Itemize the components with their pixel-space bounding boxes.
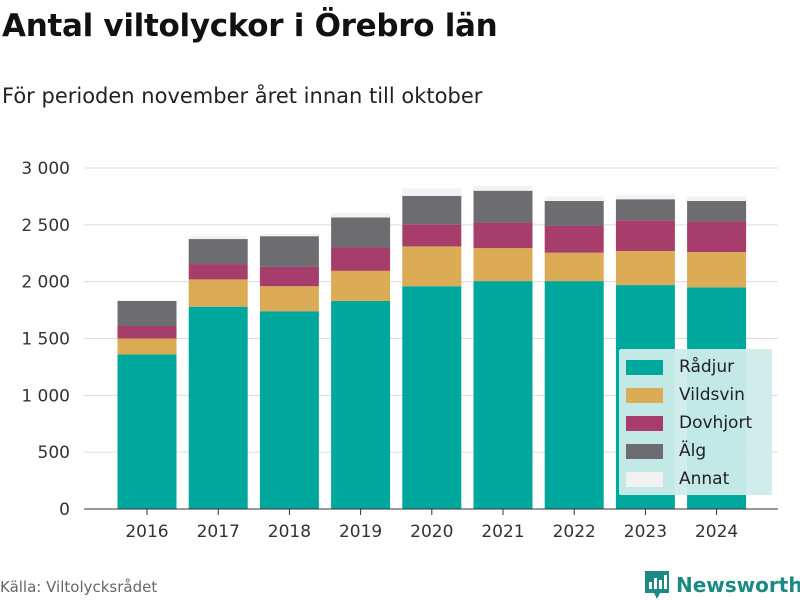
bar-segment — [259, 236, 319, 267]
x-tick-label: 2023 — [624, 522, 667, 542]
legend: Rådjur Vildsvin Dovhjort Älg Annat — [619, 349, 772, 495]
x-tick-label: 2017 — [197, 522, 240, 542]
bar-segment — [687, 196, 747, 201]
bar-segment — [402, 224, 462, 247]
bar-segment — [117, 338, 177, 355]
bar-segment — [544, 252, 604, 282]
y-tick-label: 500 — [38, 443, 70, 463]
bar-segment — [615, 194, 675, 200]
bar-segment — [188, 236, 248, 240]
bar-segment — [259, 233, 319, 237]
bar-segment — [544, 200, 604, 226]
bar-segment — [402, 286, 462, 509]
bar-segment — [117, 325, 177, 339]
legend-label: Älg — [679, 441, 707, 461]
bar-segment — [117, 299, 177, 301]
bar-segment — [544, 281, 604, 509]
legend-item: Annat — [626, 467, 729, 491]
x-tick-label: 2022 — [553, 522, 596, 542]
bar-segment — [544, 196, 604, 201]
bar-segment — [331, 300, 391, 509]
bar-segment — [473, 190, 533, 223]
bar-segment — [331, 270, 391, 301]
chart-subtitle: För perioden november året innan till ok… — [2, 84, 483, 108]
newsworthy-logo-icon — [645, 571, 669, 599]
legend-item: Rådjur — [626, 355, 734, 379]
legend-label: Vildsvin — [679, 385, 745, 405]
bar-segment — [331, 247, 391, 271]
source-note: Källa: Viltolycksrådet — [0, 578, 158, 596]
brand-logo: Newsworthy — [644, 570, 800, 600]
x-tick-label: 2021 — [481, 522, 524, 542]
legend-item: Dovhjort — [626, 411, 752, 435]
bar-segment — [687, 200, 747, 222]
legend-item: Älg — [626, 439, 706, 463]
chart-title: Antal viltolyckor i Örebro län — [2, 8, 498, 44]
x-tick-label: 2018 — [268, 522, 311, 542]
y-tick-label: 1 000 — [21, 386, 70, 406]
bar-segment — [402, 195, 462, 225]
x-tick-label: 2024 — [695, 522, 738, 542]
bar-segment — [259, 286, 319, 312]
y-tick-label: 2 000 — [21, 273, 70, 293]
bar-segment — [687, 221, 747, 253]
bar-segment — [402, 246, 462, 287]
bar-segment — [615, 220, 675, 251]
y-tick-label: 0 — [59, 500, 70, 520]
x-axis-ticks: 2016 2017 2018 2019 2020 2021 2022 2023 2024 — [125, 509, 738, 542]
bar-segment — [331, 212, 391, 218]
legend-swatch — [626, 471, 663, 487]
legend-item: Vildsvin — [626, 383, 745, 407]
bar-segment — [473, 281, 533, 509]
bar-segment — [615, 199, 675, 221]
bar-segment — [188, 306, 248, 509]
bar-segment — [188, 264, 248, 280]
bar-segment — [473, 222, 533, 249]
legend-label: Dovhjort — [679, 413, 753, 433]
y-axis-ticks: 0 500 1 000 1 500 2 000 2 500 3 000 — [21, 159, 70, 520]
x-tick-label: 2016 — [125, 522, 168, 542]
legend-label: Rådjur — [679, 357, 735, 377]
x-tick-label: 2019 — [339, 522, 382, 542]
bar-segment — [117, 354, 177, 509]
bar-segment — [188, 239, 248, 265]
y-tick-label: 3 000 — [21, 159, 70, 179]
x-tick-label: 2020 — [410, 522, 453, 542]
legend-swatch — [626, 387, 663, 403]
bar-segment — [259, 311, 319, 509]
y-tick-label: 1 500 — [21, 330, 70, 350]
bar-segment — [402, 188, 462, 196]
bar-segment — [687, 252, 747, 288]
legend-label: Annat — [679, 469, 730, 489]
bar-segment — [188, 279, 248, 307]
bar-segment — [117, 300, 177, 326]
legend-swatch — [626, 359, 663, 375]
bar-segment — [259, 266, 319, 287]
y-tick-label: 2 500 — [21, 216, 70, 236]
bar-segment — [473, 186, 533, 191]
brand-name: Newsworthy — [676, 573, 800, 597]
legend-swatch — [626, 415, 663, 431]
bar-segment — [473, 248, 533, 282]
bar-segment — [331, 217, 391, 248]
bar-segment — [615, 250, 675, 286]
legend-swatch — [626, 443, 663, 459]
bar-segment — [544, 225, 604, 253]
